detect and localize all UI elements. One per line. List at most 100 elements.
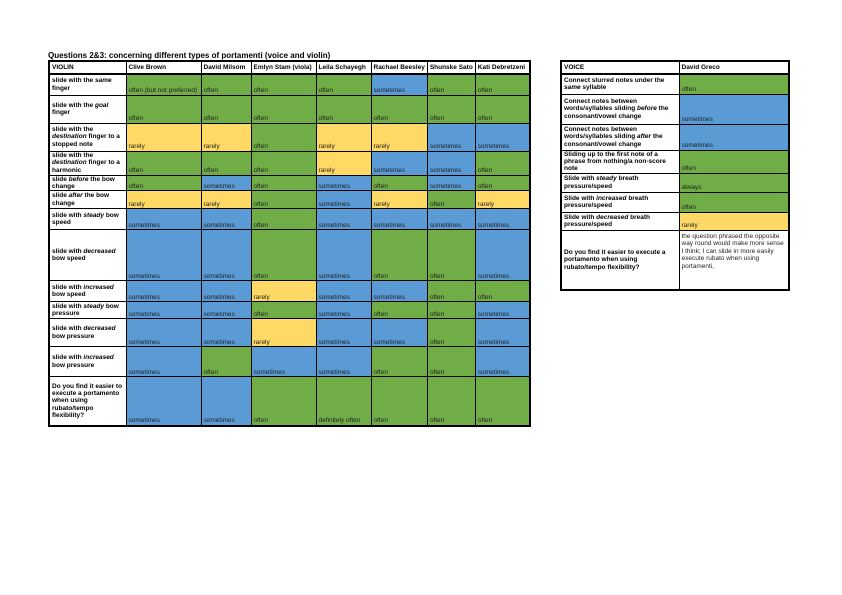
italic-term: decreased — [596, 213, 629, 221]
italic-term: steady — [83, 302, 105, 310]
response-cell: often — [678, 149, 790, 174]
response-cell: often — [250, 376, 317, 427]
response-cell: rarely — [125, 190, 202, 210]
response-cell: often — [474, 376, 531, 427]
response-cell: sometimes — [315, 301, 372, 320]
column-header: David Milsom — [200, 60, 252, 75]
column-header: Shunske Sato — [426, 60, 476, 75]
row-label: slide with the destination finger to a h… — [48, 150, 127, 176]
response-cell: often — [250, 190, 317, 210]
response-cell: sometimes — [125, 318, 202, 348]
response-cell: sometimes — [370, 280, 428, 303]
italic-term: goal — [94, 101, 109, 109]
table-row: Connect notes between words/syllables sl… — [560, 123, 790, 151]
response-cell: sometimes — [426, 122, 476, 152]
response-cell: often — [250, 208, 317, 231]
response-cell: often — [474, 150, 531, 176]
row-label: slide with steady bow pressure — [48, 301, 127, 320]
row-label: slide after the bow change — [48, 190, 127, 210]
response-cell: sometimes — [200, 376, 252, 427]
response-cell: rarely — [370, 190, 428, 210]
response-cell: rarely — [250, 318, 317, 348]
table-row: slide with steady bow speed sometimes some… — [48, 208, 531, 231]
response-cell: sometimes — [678, 123, 790, 151]
header-row: VIOLIN Clive Brown David Milsom Emlyn Stam … — [48, 60, 531, 75]
response-cell: sometimes — [315, 318, 372, 348]
response-cell: often — [370, 174, 428, 192]
response-cell: sometimes — [200, 208, 252, 231]
table-row: slide before the bow change often sometime… — [48, 174, 531, 192]
response-cell: sometimes — [370, 318, 428, 348]
response-cell: sometimes — [315, 280, 372, 303]
response-cell: sometimes — [474, 229, 531, 282]
header-row: VOICE David Greco — [560, 60, 790, 75]
table-row: slide with decreased bow pressure sometim… — [48, 318, 531, 348]
response-cell: often — [315, 94, 372, 124]
row-label: slide with the same finger — [48, 73, 127, 96]
response-cell: sometimes — [426, 208, 476, 231]
response-cell: rarely — [250, 280, 317, 303]
response-cell: often — [200, 346, 252, 378]
row-label: Connect notes between words/syllables sl… — [560, 93, 680, 125]
response-cell: often — [200, 73, 252, 96]
response-cell: often — [125, 150, 202, 176]
table-row: slide with the destination finger to a h… — [48, 150, 531, 176]
response-cell: sometimes — [125, 346, 202, 378]
table-row: slide with the same finger often (but not… — [48, 73, 531, 96]
table-row: Connect slurred notes under the same syl… — [560, 73, 790, 95]
response-cell: often — [125, 94, 202, 124]
response-cell: often — [250, 122, 317, 152]
response-cell: always — [678, 172, 790, 193]
table-row: Slide with steady breath pressure/speed a… — [560, 172, 790, 193]
table-row: slide with steady bow pressure sometimes s… — [48, 301, 531, 320]
response-cell: often (but not preferred) — [125, 73, 202, 96]
row-label: Do you find it easier to execute a porta… — [48, 376, 127, 427]
response-cell: often — [426, 301, 476, 320]
table-row: Do you find it easier to execute a porta… — [560, 229, 790, 291]
response-cell: often — [426, 280, 476, 303]
row-label: slide with decreased bow speed — [48, 229, 127, 282]
response-cell: often — [200, 150, 252, 176]
column-header: David Greco — [678, 60, 790, 75]
italic-term: steady — [83, 211, 105, 219]
response-cell: often — [426, 229, 476, 282]
response-cell: often — [200, 94, 252, 124]
italic-term: increased — [83, 354, 114, 362]
response-cell: often — [426, 376, 476, 427]
response-cell: often — [370, 229, 428, 282]
response-cell: often — [474, 94, 531, 124]
response-cell: often — [370, 346, 428, 378]
response-cell: sometimes — [125, 376, 202, 427]
italic-term: after — [636, 133, 652, 141]
row-label: Do you find it easier to execute a porta… — [560, 229, 680, 291]
italic-term: destination — [52, 133, 87, 141]
response-cell: sometimes — [474, 208, 531, 231]
response-cell: rarely — [200, 190, 252, 210]
response-cell: rarely — [678, 211, 790, 231]
response-cell: sometimes — [474, 301, 531, 320]
table-row: slide after the bow change rarely rarely of… — [48, 190, 531, 210]
row-label: Slide with increased breath pressure/spe… — [560, 191, 680, 213]
response-cell: sometimes — [200, 301, 252, 320]
table-row: Do you find it easier to execute a porta… — [48, 376, 531, 427]
response-cell: often — [678, 73, 790, 95]
response-cell: sometimes — [315, 229, 372, 282]
response-cell: sometimes — [370, 150, 428, 176]
response-cell: rarely — [125, 122, 202, 152]
row-label: Sliding up to the first note of a phrase… — [560, 149, 680, 174]
response-cell: definitely often — [315, 376, 372, 427]
table-row: Sliding up to the first note of a phrase… — [560, 149, 790, 174]
response-cell: sometimes — [200, 318, 252, 348]
table-row: slide with the destination finger to a s… — [48, 122, 531, 152]
table-row: slide with the goal finger often often ofte… — [48, 94, 531, 124]
response-cell: sometimes — [370, 73, 428, 96]
table-row: Slide with increased breath pressure/spe… — [560, 191, 790, 213]
italic-term: same — [94, 77, 112, 85]
response-cell: sometimes — [200, 280, 252, 303]
response-cell: often — [250, 73, 317, 96]
row-label: slide before the bow change — [48, 174, 127, 192]
italic-term: after — [68, 192, 83, 200]
response-cell: rarely — [315, 122, 372, 152]
violin-table: VIOLIN Clive Brown David Milsom Emlyn Stam … — [48, 60, 532, 427]
response-cell: sometimes — [315, 190, 372, 210]
